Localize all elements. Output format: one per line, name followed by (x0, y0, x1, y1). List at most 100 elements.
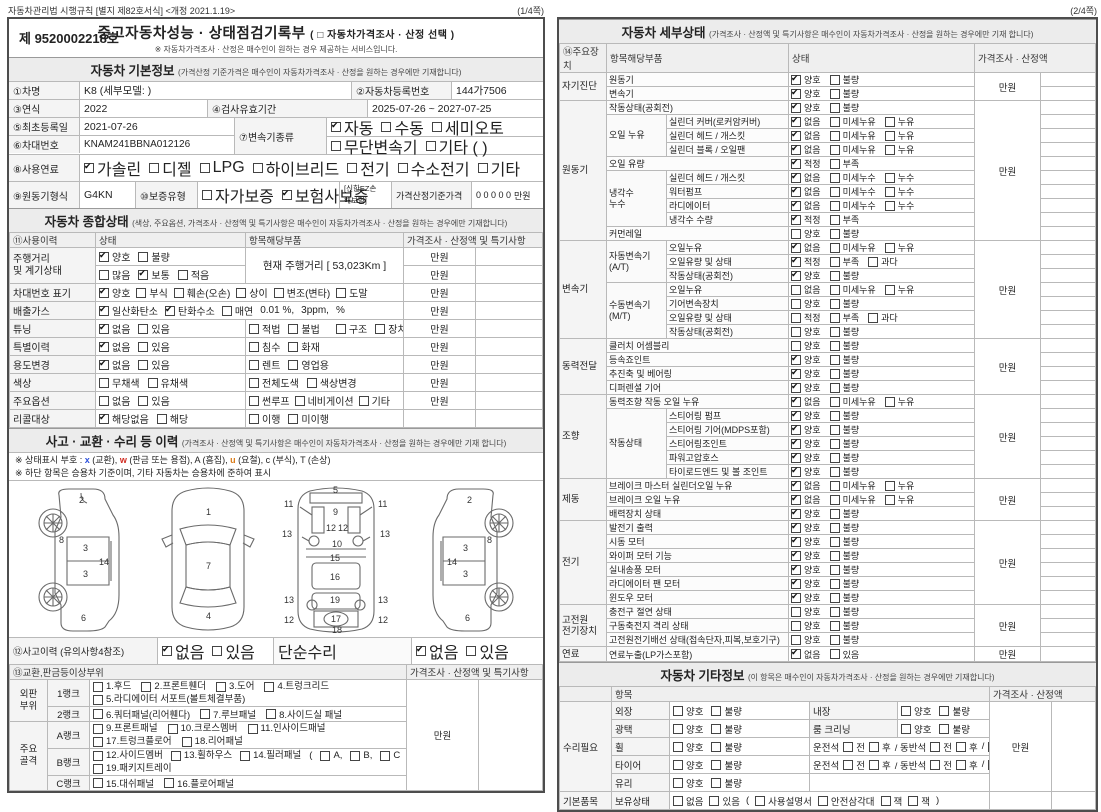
checkbox-unchecked[interactable]: 썬루프 (249, 393, 290, 408)
checkbox-checked[interactable]: 없음 (791, 130, 821, 142)
checkbox-checked[interactable]: 없음 (791, 494, 821, 506)
checkbox-unchecked[interactable]: 양호 (791, 298, 821, 310)
checkbox-unchecked[interactable]: 색상변경 (306, 375, 357, 390)
checkbox-unchecked[interactable]: 미세누수 (829, 186, 876, 198)
checkbox-unchecked[interactable]: 불법 (288, 321, 320, 336)
checkbox-unchecked[interactable]: 불량 (829, 564, 859, 576)
checkbox-checked[interactable]: 없음 (99, 339, 130, 354)
checkbox-unchecked[interactable]: 누유 (884, 396, 914, 408)
checkbox-unchecked[interactable]: 없음 (99, 393, 130, 408)
checkbox-checked[interactable]: 양호 (791, 368, 821, 380)
checkbox-unchecked[interactable]: 상이 (236, 285, 268, 300)
checkbox-checked[interactable]: 없음 (416, 639, 458, 663)
checkbox-checked[interactable]: 양호 (99, 249, 130, 264)
checkbox-checked[interactable]: 없음 (791, 172, 821, 184)
checkbox-unchecked[interactable]: 누유 (884, 130, 914, 142)
checkbox-unchecked[interactable]: 미세누유 (829, 284, 876, 296)
checkbox-unchecked[interactable]: 불량 (829, 354, 859, 366)
checkbox-unchecked[interactable]: 있음 (212, 639, 255, 663)
checkbox-unchecked[interactable]: 불량 (829, 410, 859, 422)
checkbox-unchecked[interactable]: 잭 (880, 794, 902, 808)
checkbox-unchecked[interactable]: 불량 (829, 270, 859, 282)
checkbox-unchecked[interactable]: 과다 (868, 312, 898, 324)
checkbox-unchecked[interactable]: 많음 (99, 267, 130, 282)
checkbox-unchecked[interactable]: 양호 (673, 722, 703, 736)
base-price-digits[interactable]: 0 0 0 0 0 (476, 190, 512, 200)
checkbox-unchecked[interactable]: 렌트 (249, 357, 280, 372)
checkbox-checked[interactable]: 없음 (791, 200, 821, 212)
checkbox-checked[interactable]: 적정 (791, 256, 821, 268)
checkbox-checked[interactable]: 양호 (791, 564, 821, 576)
checkbox-unchecked[interactable]: 과다 (868, 256, 898, 268)
checkbox-checked[interactable]: 보통 (138, 267, 170, 282)
checkbox-checked[interactable]: 양호 (791, 466, 821, 478)
checkbox-unchecked[interactable]: 전 (930, 758, 952, 772)
checkbox-unchecked[interactable]: 12.사이드멤버 (93, 750, 163, 763)
checkbox-checked[interactable]: 없음 (791, 186, 821, 198)
checkbox-unchecked[interactable]: 불량 (829, 438, 859, 450)
checkbox-checked[interactable]: 양호 (791, 508, 821, 520)
checkbox-unchecked[interactable]: 6.쿼터패널(리어휀다) (93, 708, 190, 721)
checkbox-unchecked[interactable]: 불량 (711, 758, 742, 772)
checkbox-unchecked[interactable]: 부식 (136, 285, 168, 300)
checkbox-checked[interactable]: 양호 (791, 270, 821, 282)
checkbox-unchecked[interactable]: 불량 (829, 340, 859, 352)
checkbox-unchecked[interactable]: 적법 (249, 321, 280, 336)
checkbox-unchecked[interactable]: 안전삼각대 (817, 794, 875, 808)
checkbox-unchecked[interactable]: 1.후드 (93, 681, 131, 694)
checkbox-unchecked[interactable]: 불량 (829, 298, 859, 310)
checkbox-unchecked[interactable]: A, (320, 750, 342, 763)
checkbox-checked[interactable]: 양호 (791, 438, 821, 450)
checkbox-unchecked[interactable]: 불량 (829, 424, 859, 436)
checkbox-checked[interactable]: 양호 (791, 74, 821, 86)
checkbox-unchecked[interactable]: 미세누유 (829, 242, 876, 254)
checkbox-unchecked[interactable]: 미세누수 (829, 200, 876, 212)
checkbox-checked[interactable]: 양호 (791, 550, 821, 562)
checkbox-unchecked[interactable]: 5.라디에이터 서포트(볼트체결부품) (93, 693, 245, 706)
checkbox-unchecked[interactable]: 전 (843, 740, 865, 754)
checkbox-unchecked[interactable]: 9.프론트패널 (93, 723, 158, 736)
checkbox-unchecked[interactable]: 미이행 (288, 411, 329, 426)
checkbox-unchecked[interactable]: 양호 (673, 740, 703, 754)
checkbox-unchecked[interactable]: 이행 (249, 411, 280, 426)
checkbox-unchecked[interactable]: 전 (843, 758, 865, 772)
checkbox-unchecked[interactable]: 미세누수 (829, 172, 876, 184)
checkbox-unchecked[interactable]: 있음 (829, 648, 859, 661)
checkbox-unchecked[interactable]: 양호 (901, 704, 931, 718)
checkbox-unchecked[interactable]: 양호 (791, 228, 821, 240)
checkbox-unchecked[interactable]: 불량 (711, 740, 742, 754)
checkbox-unchecked[interactable]: 부족 (829, 214, 859, 226)
checkbox-unchecked[interactable]: 불량 (829, 606, 859, 618)
checkbox-unchecked[interactable]: 훼손(오손) (173, 285, 230, 300)
checkbox-checked[interactable]: 없음 (791, 116, 821, 128)
checkbox-unchecked[interactable]: 7.루브패널 (200, 708, 256, 721)
checkbox-unchecked[interactable]: 불량 (829, 536, 859, 548)
checkbox-unchecked[interactable]: 있음 (138, 357, 170, 372)
checkbox-unchecked[interactable]: 불량 (829, 508, 859, 520)
checkbox-unchecked[interactable]: 18.리어패널 (181, 735, 243, 748)
checkbox-checked[interactable]: 적정 (791, 214, 821, 226)
checkbox-unchecked[interactable]: 구조 (335, 321, 367, 336)
checkbox-unchecked[interactable]: 디젤 (149, 156, 192, 180)
checkbox-checked[interactable]: 양호 (791, 354, 821, 366)
checkbox-unchecked[interactable]: 누수 (884, 186, 914, 198)
checkbox-unchecked[interactable]: 수동 (381, 115, 424, 139)
checkbox-unchecked[interactable]: 사용설명서 (755, 794, 812, 808)
checkbox-unchecked[interactable]: 누유 (884, 242, 914, 254)
checkbox-unchecked[interactable]: 잭 (908, 794, 930, 808)
checkbox-unchecked[interactable]: 19.패키지트레이 (93, 762, 172, 775)
checkbox-unchecked[interactable]: 양호 (791, 326, 821, 338)
checkbox-checked[interactable]: 없음 (791, 144, 821, 156)
checkbox-unchecked[interactable]: 누유 (884, 284, 914, 296)
checkbox-unchecked[interactable]: 양호 (791, 340, 821, 352)
checkbox-unchecked[interactable]: 변조(변타) (273, 285, 330, 300)
checkbox-unchecked[interactable]: 2.프론트휀더 (141, 681, 206, 694)
checkbox-unchecked[interactable]: 누수 (884, 200, 914, 212)
checkbox-unchecked[interactable]: 장치 (375, 321, 403, 336)
checkbox-unchecked[interactable]: 8.사이드실 패널 (266, 708, 342, 721)
checkbox-unchecked[interactable]: 미세누유 (829, 494, 876, 506)
checkbox-unchecked[interactable]: B, (350, 750, 372, 763)
checkbox-unchecked[interactable]: 전체도색 (249, 375, 299, 390)
checkbox-checked[interactable]: 가솔린 (84, 156, 141, 180)
checkbox-unchecked[interactable]: 양호 (673, 704, 703, 718)
